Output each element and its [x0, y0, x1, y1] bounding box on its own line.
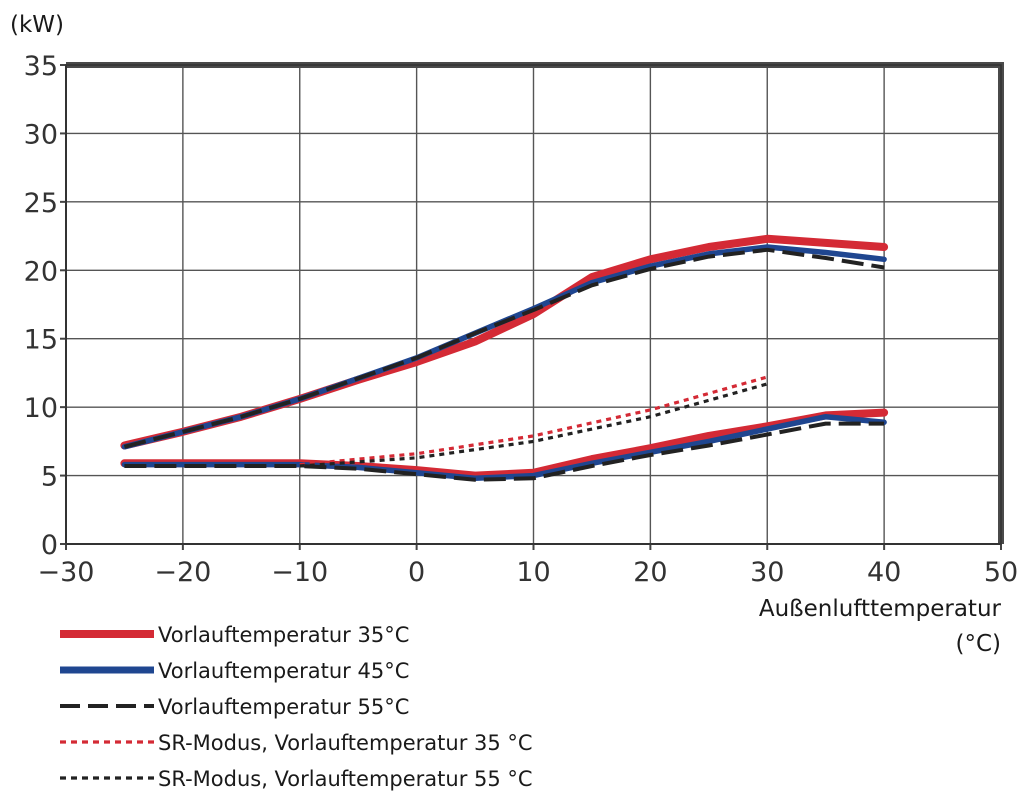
- x-tick-label: −20: [154, 557, 211, 588]
- legend-label: Vorlauftemperatur 55°C: [158, 695, 409, 719]
- x-tick-label: 0: [408, 557, 425, 588]
- y-tick-label: 15: [24, 325, 58, 356]
- series-lines: [120, 234, 889, 482]
- x-tick-label: 50: [984, 557, 1018, 588]
- series-line-2-1: [121, 244, 887, 450]
- series-line-3-1: [123, 247, 885, 449]
- y-axis-label: (kW): [10, 12, 64, 38]
- legend-label: SR-Modus, Vorlauftemperatur 55 °C: [158, 767, 533, 791]
- tick-labels: −30 −20 −10 0 10 20 30 40 50 0 5 10 15 20 25 30 35: [24, 51, 1019, 588]
- y-tick-label: 25: [24, 188, 58, 219]
- x-tick-label: 40: [867, 557, 901, 588]
- x-tick-label: 30: [750, 557, 784, 588]
- series-line-3-2: [124, 421, 885, 482]
- x-tick-label: −30: [38, 557, 95, 588]
- legend-label: SR-Modus, Vorlauftemperatur 35 °C: [158, 731, 533, 755]
- y-tick-label: 5: [41, 462, 58, 493]
- x-axis-unit: (°C): [955, 631, 1001, 657]
- legend: Vorlauftemperatur 35°C Vorlauftemperatur …: [60, 623, 533, 791]
- y-tick-label: 10: [24, 393, 58, 424]
- x-tick-label: 10: [516, 557, 550, 588]
- x-axis-label: Außenlufttemperatur: [759, 596, 1002, 622]
- series-line-2-2: [121, 413, 887, 482]
- x-tick-label: 20: [633, 557, 667, 588]
- legend-label: Vorlauftemperatur 45°C: [158, 659, 409, 683]
- y-tick-label: 0: [41, 530, 58, 561]
- y-tick-label: 20: [24, 256, 58, 287]
- plot-frame: [65, 64, 1002, 545]
- y-tick-label: 30: [24, 119, 58, 150]
- legend-label: Vorlauftemperatur 35°C: [158, 623, 409, 647]
- x-tick-label: −10: [271, 557, 328, 588]
- y-tick-label: 35: [24, 51, 58, 82]
